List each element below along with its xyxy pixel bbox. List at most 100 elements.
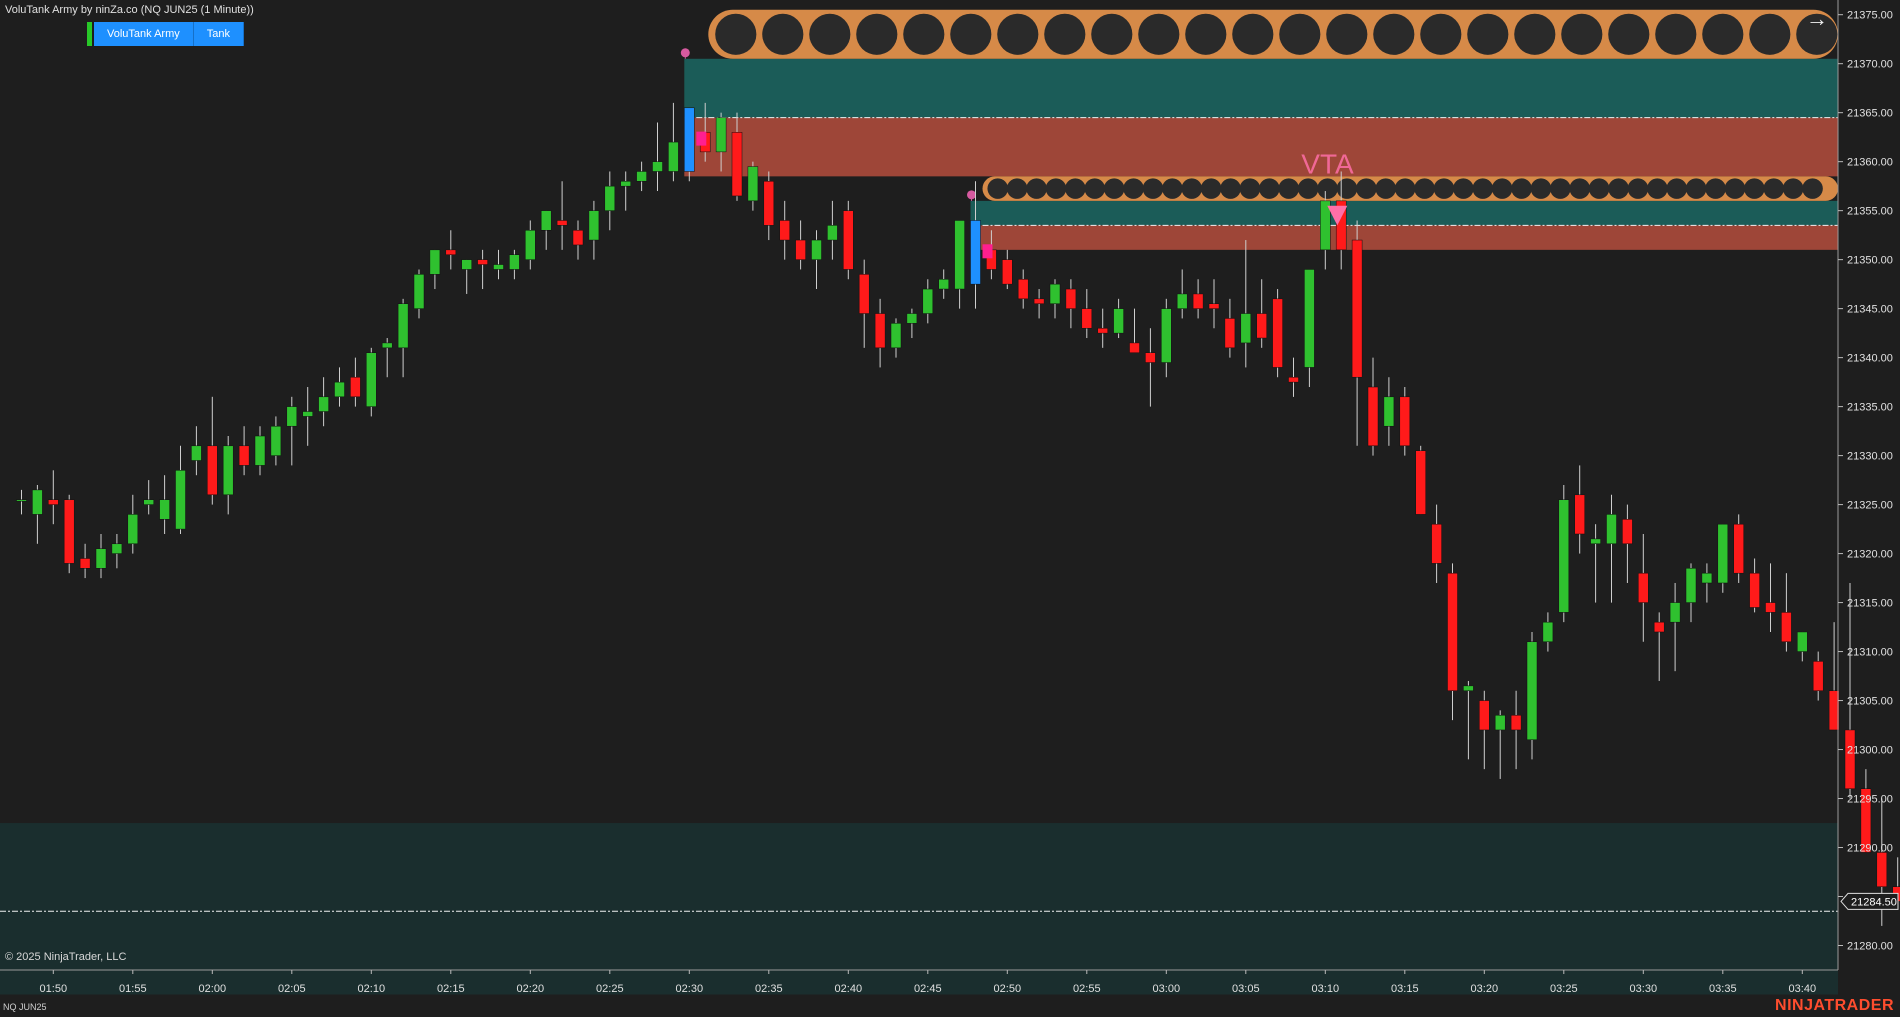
zone-0-tank-slot <box>1796 13 1838 55</box>
candle <box>238 426 250 476</box>
candle-body <box>1415 450 1426 515</box>
candle <box>1510 690 1522 770</box>
candle <box>620 171 631 211</box>
zone-1-pivot-dot <box>967 190 976 200</box>
candle <box>254 426 266 476</box>
candle <box>207 396 218 505</box>
zone-0-pivot-dot <box>680 48 690 58</box>
candle-body <box>334 381 345 398</box>
candle <box>1558 485 1570 623</box>
candle-body <box>1622 519 1633 545</box>
vta-label: VTA <box>1301 149 1354 180</box>
candle <box>906 308 918 339</box>
candle-body <box>858 274 870 314</box>
candle-body <box>1399 396 1411 447</box>
candle-body <box>1351 239 1363 378</box>
zone-0-tank-slot <box>1467 13 1509 55</box>
candle-body <box>668 141 679 172</box>
candle <box>1383 377 1395 446</box>
zone-1-tank-slot <box>1472 178 1494 199</box>
x-tick-label: 03:15 <box>1391 983 1419 995</box>
vta-arrow-icon <box>1327 205 1348 226</box>
candle <box>874 298 886 368</box>
x-tick-label: 03:30 <box>1630 983 1658 995</box>
candle-body <box>1828 690 1840 731</box>
zone-0-tank-slot <box>1702 13 1744 55</box>
candle-body <box>1129 342 1140 353</box>
candle <box>556 181 568 250</box>
candle <box>95 533 107 579</box>
zone-0-tank-slot <box>1326 13 1368 55</box>
candle <box>1161 298 1172 378</box>
ninjatrader-logo: NINJATRADER <box>1775 997 1894 1014</box>
zone-1-tank-slot <box>1278 178 1300 199</box>
candle <box>1097 308 1108 348</box>
candle <box>143 480 154 515</box>
zone-1-tank-slot <box>1588 178 1610 199</box>
candle <box>493 249 504 280</box>
x-tick-label: 02:30 <box>676 983 704 995</box>
candle-body <box>874 313 886 349</box>
x-tick-label: 03:25 <box>1550 983 1578 995</box>
candle-body <box>1812 661 1824 692</box>
candle <box>747 161 759 211</box>
candle-body <box>95 548 107 569</box>
y-tick-label: 21360.00 <box>1847 157 1893 169</box>
tank-button[interactable]: Tank <box>193 22 245 46</box>
candle <box>1304 269 1315 388</box>
zone-1-tank-slot <box>1103 178 1125 199</box>
candle-body <box>1367 386 1379 447</box>
candle <box>763 171 775 241</box>
candle <box>1781 573 1792 652</box>
zone-1-tank-slot <box>1394 178 1416 199</box>
candle <box>1017 269 1029 309</box>
candle-body <box>1463 685 1474 692</box>
candle-body <box>636 171 647 182</box>
y-tick-label: 21355.00 <box>1847 206 1893 218</box>
x-tick-label: 03:20 <box>1471 983 1499 995</box>
zone-0-tank-slot <box>1044 13 1086 55</box>
candle-body <box>1606 514 1617 545</box>
y-tick-label: 21325.00 <box>1847 500 1893 512</box>
candle <box>1653 612 1665 681</box>
zone-1-tank-slot <box>1666 178 1688 199</box>
y-tick-label: 21370.00 <box>1847 59 1893 71</box>
candle-body <box>954 220 965 290</box>
candle <box>1065 279 1077 329</box>
candle-body <box>1701 572 1713 584</box>
candle <box>1606 494 1617 603</box>
candle <box>795 220 806 270</box>
x-tick-label: 03:40 <box>1789 983 1817 995</box>
candle-body <box>366 352 377 407</box>
zone-1-tank-slot <box>1724 178 1746 199</box>
candle <box>270 416 282 466</box>
x-tick-label: 02:20 <box>517 983 545 995</box>
candle-body <box>143 499 154 505</box>
zone-0-tank-slot <box>997 13 1039 55</box>
y-tick-label: 21330.00 <box>1847 451 1893 463</box>
volutank-army-button[interactable]: VoluTank Army <box>94 22 194 46</box>
scroll-right-arrow-icon[interactable]: → <box>1806 6 1828 31</box>
zone-0-tank-slot <box>1091 13 1133 55</box>
candle <box>1399 387 1411 456</box>
candle-body <box>1669 602 1681 623</box>
zone-0-tank-slot <box>1279 13 1321 55</box>
zone-1-tank-slot <box>1297 178 1319 199</box>
candle <box>334 367 345 407</box>
copyright-text: © 2025 NinjaTrader, LLC <box>5 951 127 963</box>
candle <box>397 298 409 378</box>
candle <box>1113 298 1124 339</box>
candle-body <box>540 210 552 231</box>
candle <box>286 396 298 466</box>
candle <box>1701 563 1713 603</box>
y-tick-label: 21305.00 <box>1847 696 1893 708</box>
zone-1-tank-slot <box>987 178 1009 199</box>
zone-0-tank-slot <box>856 13 898 55</box>
x-tick-label: 03:05 <box>1232 983 1260 995</box>
x-tick-label: 02:15 <box>437 983 465 995</box>
candle-body <box>1161 308 1172 363</box>
zone-1-tank-slot <box>1569 178 1591 199</box>
zone-1-tank-slot <box>1511 178 1532 199</box>
zone-1-tank-slot <box>1142 178 1164 199</box>
